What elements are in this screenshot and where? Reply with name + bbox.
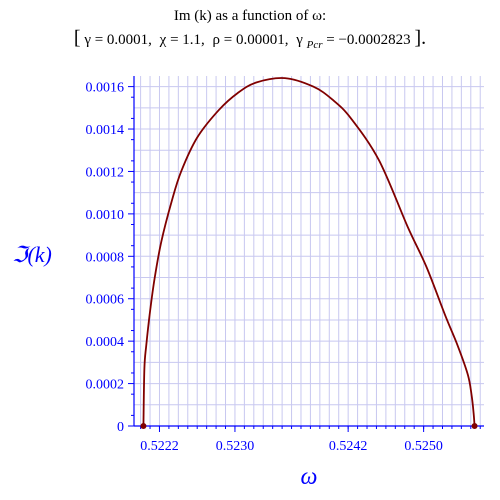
chart-title: Im (k) as a function of ω:	[174, 8, 326, 24]
series-endpoint	[471, 423, 478, 429]
y-tick-label: 0.0002	[86, 378, 125, 393]
y-tick-label: 0	[117, 420, 124, 435]
y-tick-label: 0.0012	[86, 165, 125, 180]
y-tick-label: 0.0016	[86, 81, 125, 96]
x-tick-label: 0.5222	[140, 439, 179, 454]
axes	[133, 76, 484, 427]
tick-labels: 0 0.0002 0.0004 0.0006 0.0008 0.0010 0.0012 0.0…	[86, 81, 481, 454]
subtitle-gamma: γ = 0.0001,	[83, 32, 152, 48]
series-endpoint	[140, 423, 147, 429]
y-tick-label: 0.0014	[86, 123, 125, 138]
y-tick-label: 0.0006	[86, 293, 125, 308]
subtitle-gamma-pcr-subscript: Pcr	[306, 39, 324, 51]
subtitle-rho: ρ = 0.00001,	[213, 32, 289, 48]
subtitle-gamma-pcr-value: = −0.0002823	[326, 32, 410, 48]
x-tick-label: 0.5230	[216, 439, 255, 454]
y-tick-label: 0.0010	[86, 208, 125, 223]
subtitle-open-bracket: [	[74, 27, 81, 49]
series-line	[142, 77, 476, 427]
y-tick-label: 0.0008	[86, 250, 125, 265]
x-tick-label: 0.5250	[404, 439, 443, 454]
series	[140, 77, 478, 429]
subtitle-gamma-pcr: γ	[295, 32, 303, 48]
x-axis-label: ω	[301, 464, 318, 490]
chart-subtitle: [ γ = 0.0001, χ = 1.1, ρ = 0.00001, γ Pc…	[74, 27, 426, 52]
x-tick-label: 0.5242	[329, 439, 368, 454]
subtitle-chi: χ = 1.1,	[159, 32, 205, 48]
grid	[134, 76, 484, 427]
subtitle-close-bracket: ].	[414, 27, 426, 49]
y-tick-label: 0.0004	[86, 335, 125, 350]
y-axis-label: ℑ(k)	[12, 242, 52, 267]
